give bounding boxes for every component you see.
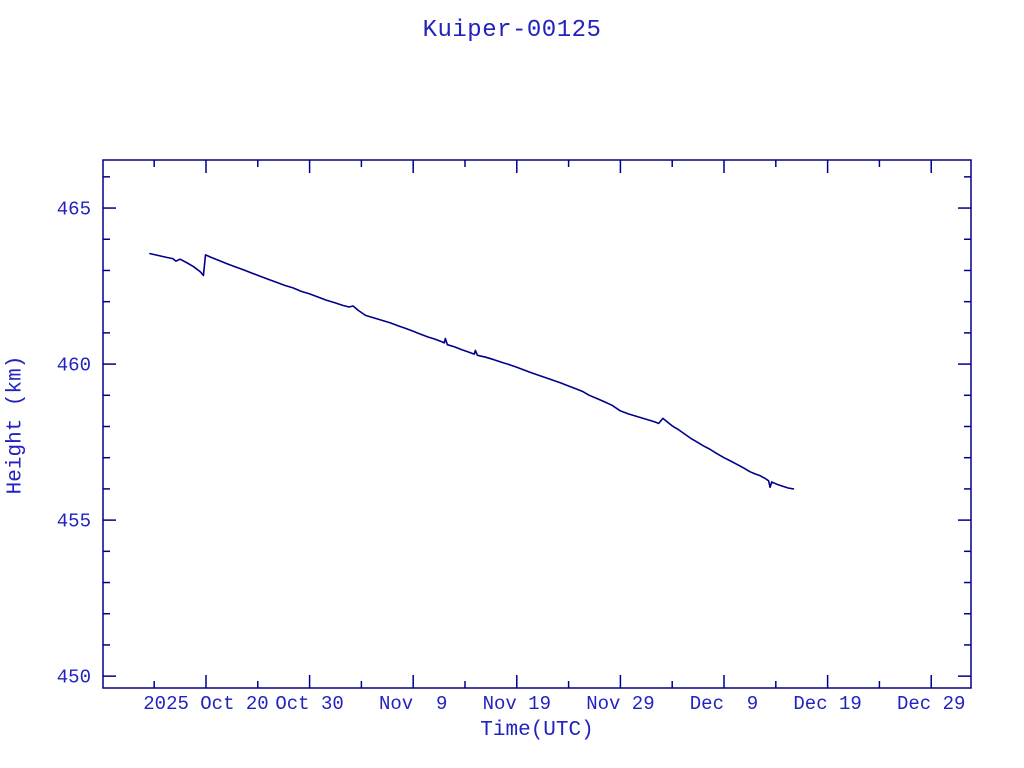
plot-frame [102,159,972,689]
x-tick-label: Oct 30 [275,693,343,715]
x-tick-label: Dec 19 [793,693,861,715]
x-tick-label: Nov 19 [483,693,551,715]
height-curve [149,252,795,490]
y-tick-label: 460 [57,355,91,377]
x-tick-label: Nov 29 [586,693,654,715]
y-tick-label: 455 [57,511,91,533]
chart-title: Kuiper-00125 [422,17,602,44]
x-tick-label: Dec 9 [690,693,758,715]
y-axis-title: Height (km) [4,355,28,495]
x-axis-title: Time(UTC) [480,719,594,742]
y-tick-label: 450 [57,667,91,689]
x-tick-label: Nov 9 [379,693,447,715]
y-tick-label: 465 [57,199,91,221]
x-tick-label: 2025 Oct 20 [143,693,268,715]
x-tick-label: Dec 29 [897,693,965,715]
